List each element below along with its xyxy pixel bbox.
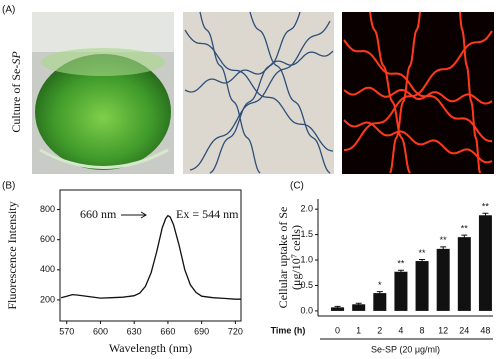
plot-frame xyxy=(59,189,242,322)
panel-label: (C) xyxy=(290,181,304,192)
x-tick-label: 630 xyxy=(127,326,142,336)
x-tick-label: 720 xyxy=(228,326,243,336)
y-axis-label: Cellular uptake of Se xyxy=(276,207,290,309)
y-tick-label: 200 xyxy=(40,294,55,304)
significance: ** xyxy=(440,235,448,245)
bar xyxy=(394,271,408,311)
annotation: 660 nm xyxy=(80,207,117,221)
bar xyxy=(457,237,471,311)
significance: ** xyxy=(461,223,469,233)
filament xyxy=(189,20,331,171)
x-tick-label: 570 xyxy=(59,326,74,336)
x-tick-label: 48 xyxy=(480,325,490,335)
x-tick-label: 12 xyxy=(438,325,448,335)
annotation: Ex = 544 nm xyxy=(176,207,239,221)
bar xyxy=(331,307,345,311)
bar xyxy=(373,293,387,311)
error-bar xyxy=(482,212,489,218)
y-tick-label: 1.0 xyxy=(300,254,313,264)
bar xyxy=(478,215,492,311)
x-tick-label: 2 xyxy=(377,325,382,335)
panel-label: (B) xyxy=(2,181,15,192)
y-tick-label: 800 xyxy=(40,204,55,214)
filament xyxy=(184,50,334,93)
x-prefix: Time (h) xyxy=(271,325,306,335)
filament xyxy=(199,11,261,174)
x-tick-label: 600 xyxy=(93,326,108,336)
x-axis-label: Se-SP (20 μg/ml) xyxy=(371,344,440,354)
y-axis-label: Fluorescence Intensity xyxy=(5,201,19,309)
photo-caption: Culture of Se-SP xyxy=(9,51,23,133)
filament xyxy=(459,11,481,174)
bar xyxy=(415,261,429,311)
significance: * xyxy=(378,280,382,290)
error-bar xyxy=(355,302,362,306)
y-tick-label: 0.0 xyxy=(300,305,313,315)
spectrum-line xyxy=(60,214,241,300)
photo-culture xyxy=(32,12,174,174)
error-bar xyxy=(397,269,404,274)
arrow xyxy=(121,211,147,219)
x-tick-label: 4 xyxy=(398,325,403,335)
significance: ** xyxy=(419,248,427,258)
y-tick-label: 0.5 xyxy=(300,280,313,290)
error-bar xyxy=(419,259,426,263)
x-tick-label: 690 xyxy=(194,326,209,336)
caption-italic: SP xyxy=(9,51,23,65)
x-tick-label: 24 xyxy=(459,325,469,335)
bar xyxy=(436,248,450,311)
x-tick-label: 1 xyxy=(356,325,361,335)
significance: ** xyxy=(482,202,490,212)
x-tick-label: 0 xyxy=(335,325,340,335)
photo-microscopy xyxy=(183,11,334,174)
photo-fluorescence xyxy=(342,11,494,174)
x-tick-label: 8 xyxy=(420,325,425,335)
y-axis-label: (μg/10⁷ cells) xyxy=(289,225,303,290)
filament xyxy=(209,11,301,174)
y-tick-label: 600 xyxy=(40,234,55,244)
error-bar xyxy=(334,305,341,309)
filament xyxy=(249,11,331,174)
significance: ** xyxy=(397,259,405,269)
filament xyxy=(184,29,334,152)
error-bar xyxy=(440,246,447,251)
filament xyxy=(343,119,493,164)
filament xyxy=(343,30,493,151)
filament xyxy=(389,11,421,174)
panel-label: (A) xyxy=(2,5,15,16)
x-tick-label: 660 xyxy=(160,326,175,336)
filament xyxy=(343,86,493,105)
y-tick-label: 400 xyxy=(40,264,55,274)
caption-text: Culture of Se- xyxy=(9,65,23,133)
y-tick-label: 1.5 xyxy=(300,229,313,239)
x-axis-label: Wavelength (nm) xyxy=(109,341,192,355)
y-tick-label: 2.0 xyxy=(300,204,313,214)
bar xyxy=(352,304,366,311)
error-bar xyxy=(461,234,468,240)
error-bar xyxy=(376,291,383,295)
